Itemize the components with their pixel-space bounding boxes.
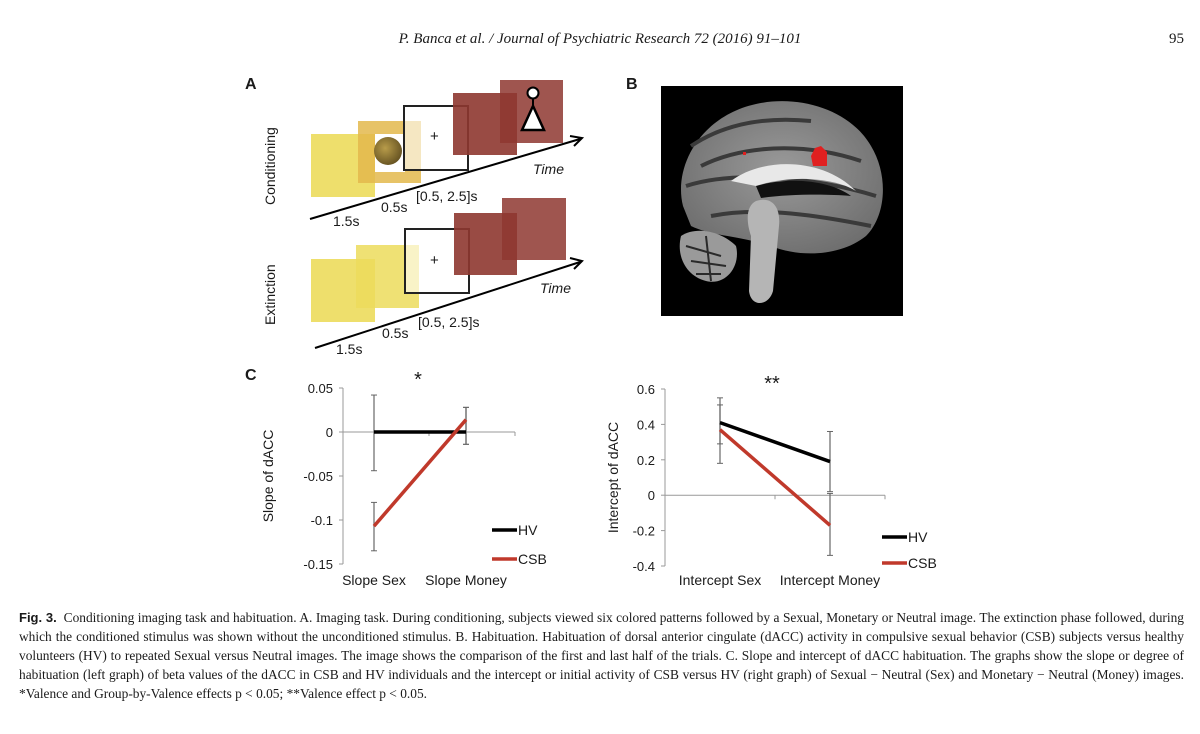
coin-icon xyxy=(374,137,402,165)
duration-3: [0.5, 2.5]s xyxy=(418,314,480,330)
y-tick-label: -0.4 xyxy=(633,559,655,574)
panel-c-letter: C xyxy=(245,367,257,384)
conditioning-label: Conditioning xyxy=(262,127,278,205)
fixation-cross: + xyxy=(430,252,439,269)
legend-label-csb: CSB xyxy=(518,551,547,567)
running-header: P. Banca et al. / Journal of Psychiatric… xyxy=(0,31,1200,51)
intercept-chart: 0.6 0.4 0.2 0 -0.2 -0.4 Intercept Sex Intercept… xyxy=(605,373,937,588)
significance-annotation: * xyxy=(414,372,422,391)
y-tick-label: -0.2 xyxy=(633,524,655,539)
time-arrow xyxy=(309,135,585,220)
time-arrow xyxy=(314,257,584,349)
y-tick-label: -0.1 xyxy=(311,513,333,528)
caption-label: Fig. 3. xyxy=(19,610,57,625)
x-category-label: Intercept Money xyxy=(780,572,880,588)
running-title: P. Banca et al. / Journal of Psychiatric… xyxy=(398,31,802,47)
slope-chart: 0.05 0 -0.05 -0.1 -0.15 Slope Sex Slope Money S… xyxy=(260,372,547,588)
legend-label-hv: HV xyxy=(518,522,538,538)
y-tick-label: 0.4 xyxy=(637,417,655,432)
series-line-hv xyxy=(719,420,831,464)
y-tick-label: -0.05 xyxy=(303,469,333,484)
series-line-csb xyxy=(718,428,832,527)
maroon-square xyxy=(502,198,566,260)
y-tick-label: 0.6 xyxy=(637,382,655,397)
duration-3: [0.5, 2.5]s xyxy=(416,188,478,204)
duration-1: 1.5s xyxy=(336,341,363,357)
time-label: Time xyxy=(540,280,571,296)
brain-mri-image xyxy=(661,86,903,316)
y-tick-label: -0.15 xyxy=(303,557,333,572)
duration-2: 0.5s xyxy=(382,325,409,341)
duration-1: 1.5s xyxy=(333,213,360,229)
time-label: Time xyxy=(533,161,564,177)
dacc-activation xyxy=(811,146,827,166)
fixation-cross: + xyxy=(430,128,439,145)
legend-label-csb: CSB xyxy=(908,555,937,571)
y-tick-label: 0.05 xyxy=(308,381,333,396)
y-tick-label: 0.2 xyxy=(637,453,655,468)
person-icon xyxy=(520,86,546,132)
extinction-label: Extinction xyxy=(262,264,278,325)
page-number: 95 xyxy=(1169,31,1184,47)
y-tick-label: 0 xyxy=(326,425,333,440)
significance-annotation: ** xyxy=(764,373,780,395)
x-category-label: Slope Money xyxy=(425,572,507,588)
y-axis-label: Slope of dACC xyxy=(260,430,276,523)
series-line-csb xyxy=(372,418,468,528)
figure-caption: Fig. 3. Conditioning imaging task and ha… xyxy=(19,608,1184,703)
panel-a-letter: A xyxy=(245,76,257,93)
x-category-label: Slope Sex xyxy=(342,572,406,588)
y-axis-label: Intercept of dACC xyxy=(605,422,621,533)
panel-b-letter: B xyxy=(626,76,638,93)
caption-text: Conditioning imaging task and habituatio… xyxy=(19,610,1184,701)
y-tick-label: 0 xyxy=(648,488,655,503)
duration-2: 0.5s xyxy=(381,199,408,215)
x-category-label: Intercept Sex xyxy=(679,572,762,588)
legend-label-hv: HV xyxy=(908,529,928,545)
